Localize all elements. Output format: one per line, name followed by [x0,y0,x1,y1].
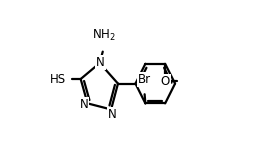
Text: N: N [80,98,89,111]
Text: NH$_2$: NH$_2$ [92,28,115,43]
Text: N: N [108,108,117,121]
Text: Br: Br [138,73,151,86]
Text: HS: HS [50,73,66,86]
Text: O: O [161,75,170,88]
Text: N: N [96,56,105,69]
